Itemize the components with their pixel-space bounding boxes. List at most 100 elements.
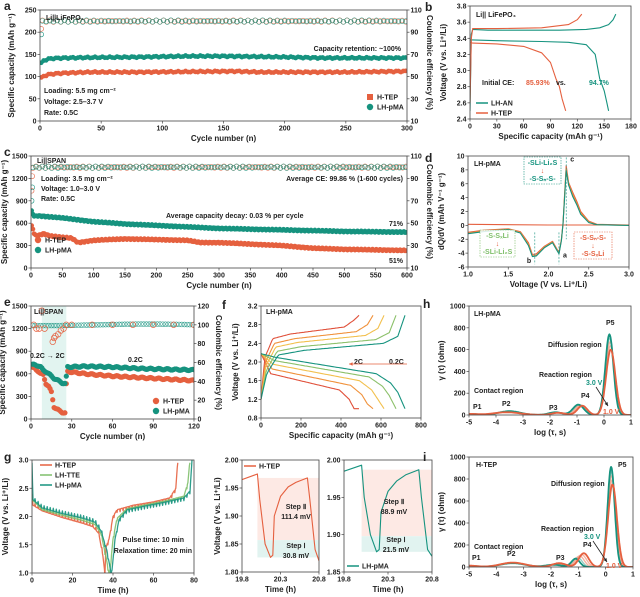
ce-point-lh-pma-ce — [274, 17, 281, 23]
ce-point-lh-pma-ce — [300, 18, 306, 25]
ce-point-lh-pma-ce — [48, 322, 55, 329]
series-line-1-0-v — [469, 348, 631, 415]
x-tick-label: 300 — [213, 273, 225, 280]
panel-letter: g — [4, 450, 11, 464]
ce-point-lh-pma-ce — [136, 165, 143, 171]
ce-point-lh-pma-ce — [215, 164, 221, 170]
y-axis-label: dQ/dV (mAh V⁻¹ g⁻¹) — [437, 173, 446, 251]
reaction-product: -SLi-Li₂S — [483, 249, 513, 256]
legend-label: H-TEP — [45, 238, 66, 245]
ce-point-lh-pma-ce — [171, 19, 178, 25]
ce-point-lh-pma-ce — [248, 19, 255, 25]
y-tick-label: 900 — [16, 198, 28, 205]
x-tick-label: 200 — [150, 273, 162, 280]
ce-point-lh-pma-ce — [146, 321, 152, 327]
annotation: Pulse time: 10 min — [123, 537, 184, 544]
plot-area — [32, 460, 193, 573]
legend-item: LH-AN — [476, 101, 513, 108]
ce-point-lh-pma-ce — [322, 18, 328, 24]
ce-point-lh-pma-ce — [164, 19, 170, 25]
ce-point-lh-pma-ce — [274, 163, 280, 170]
x-tick-label: 120 — [188, 424, 200, 431]
ce-point-h-tep-ce — [31, 173, 35, 179]
x-tick-label: -3 — [520, 420, 526, 427]
ce-point-lh-pma-ce — [141, 321, 147, 327]
y-tick-label: 2.8 — [457, 84, 467, 91]
y2-axis-label: Coulombic efficiency (%) — [214, 315, 223, 410]
annotation: Relaxation time: 20 min — [114, 548, 192, 555]
x-tick-label: 550 — [370, 273, 382, 280]
x-tick-label: 1.5 — [503, 272, 513, 279]
annotation: 1.0 V — [603, 409, 620, 416]
y-tick-label: 1200 — [12, 326, 28, 333]
ce-point-h-tep-ce — [68, 321, 75, 328]
ce-point-lh-pma-ce — [45, 322, 52, 329]
annotation: P4 — [583, 542, 592, 549]
y2-axis-label: Coulombic efficiency (%) — [425, 164, 434, 259]
ce-point-h-tep-ce — [38, 307, 46, 314]
ce-point-lh-pma-ce — [384, 18, 391, 25]
x-tick-label: 20.3 — [381, 577, 395, 584]
y-tick-label: 400 — [454, 521, 466, 528]
ce-point-lh-pma-ce — [377, 19, 383, 25]
annotation: 85.93% — [526, 80, 551, 87]
ce-point-lh-pma-ce — [384, 165, 390, 171]
ce-point-lh-pma-ce — [176, 321, 182, 328]
ce-point-lh-pma-ce — [42, 165, 49, 171]
ce-point-lh-pma-ce — [289, 17, 295, 24]
plot-area — [344, 464, 432, 557]
x-axis-label: Voltage (V vs. Li⁺/Li) — [510, 280, 588, 289]
y2-tick-label: 10 — [411, 119, 419, 126]
y-tick-label: 2.0 — [19, 514, 29, 521]
ce-point-lh-pma-ce — [127, 164, 133, 170]
ce-point-lh-pma-ce — [179, 321, 185, 328]
x-axis-label: log (τ, s) — [535, 580, 567, 589]
ce-point-lh-pma-ce — [259, 17, 266, 23]
y-axis-label: Voltage (V vs. Li⁺/Li) — [1, 477, 10, 555]
ce-point-lh-pma-ce — [67, 322, 74, 329]
ce-point-lh-pma-ce — [403, 164, 407, 171]
y-tick-label: 10 — [457, 154, 465, 161]
ce-point-lh-pma-ce — [333, 19, 339, 25]
ce-point-lh-pma-ce — [366, 17, 372, 23]
ce-point-lh-pma-ce — [138, 321, 144, 327]
x-tick-label: 2.5 — [584, 272, 594, 279]
ce-point-lh-pma-ce — [122, 321, 128, 327]
ce-point-lh-pma-ce — [330, 165, 337, 171]
reaction-arrow-icon: ↓ — [496, 241, 500, 248]
ce-point-lh-pma-ce — [91, 17, 97, 23]
ce-point-lh-pma-ce — [80, 19, 86, 25]
ce-point-lh-pma-ce — [233, 163, 240, 170]
ce-point-lh-pma-ce — [105, 17, 112, 24]
ce-point-lh-pma-ce — [127, 18, 134, 24]
ce-point-lh-pma-ce — [48, 165, 55, 171]
x-tick-label: 100 — [156, 126, 168, 133]
ce-point-lh-pma-ce — [208, 18, 214, 25]
ce-point-lh-pma-ce — [61, 17, 68, 24]
ce-point-lh-pma-ce — [113, 18, 119, 24]
ce-point-lh-pma-ce — [92, 322, 98, 328]
annotation: Average CE: 99.86 % (1-600 cycles) — [286, 176, 403, 183]
annotation: 0.2C → 2C — [30, 353, 65, 360]
plot-area — [470, 13, 617, 112]
ce-point-lh-pma-ce — [120, 18, 126, 24]
discharge-curve-4 — [261, 353, 406, 409]
ce-point-lh-pma-ce — [86, 163, 92, 170]
y-tick-label: 3.4 — [457, 36, 467, 43]
y-tick-label: 0 — [462, 565, 466, 572]
y-tick-label: 1000 — [450, 304, 466, 311]
ce-point-lh-pma-ce — [31, 198, 35, 204]
legend-label: LH-pMA — [45, 248, 72, 255]
ce-point-lh-pma-ce — [296, 18, 303, 24]
ce-point-h-tep-ce — [31, 188, 35, 194]
ce-point-lh-pma-ce — [70, 164, 77, 170]
annotation: P5 — [618, 462, 627, 469]
panel-letter: f — [222, 298, 227, 312]
ce-point-lh-pma-ce — [165, 321, 171, 327]
y2-tick-label: 120 — [198, 304, 210, 311]
ce-point-lh-pma-ce — [356, 164, 362, 170]
ce-point-lh-pma-ce — [252, 163, 259, 170]
ce-point-lh-pma-ce — [393, 163, 400, 170]
y-tick-label: 0.8 — [248, 416, 258, 423]
